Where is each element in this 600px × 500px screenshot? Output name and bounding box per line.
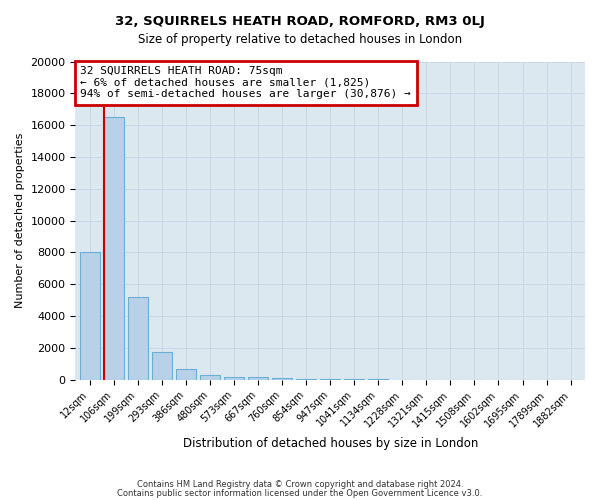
Bar [272, 378, 292, 380]
Bar [296, 379, 316, 380]
Bar [128, 297, 148, 380]
Text: 32 SQUIRRELS HEATH ROAD: 75sqm
← 6% of detached houses are smaller (1,825)
94% o: 32 SQUIRRELS HEATH ROAD: 75sqm ← 6% of d… [80, 66, 411, 100]
X-axis label: Distribution of detached houses by size in London: Distribution of detached houses by size … [182, 437, 478, 450]
Bar [224, 376, 244, 380]
Text: Contains public sector information licensed under the Open Government Licence v3: Contains public sector information licen… [118, 488, 482, 498]
Text: 32, SQUIRRELS HEATH ROAD, ROMFORD, RM3 0LJ: 32, SQUIRRELS HEATH ROAD, ROMFORD, RM3 0… [115, 15, 485, 28]
Bar [200, 375, 220, 380]
Y-axis label: Number of detached properties: Number of detached properties [15, 133, 25, 308]
Text: Contains HM Land Registry data © Crown copyright and database right 2024.: Contains HM Land Registry data © Crown c… [137, 480, 463, 489]
Bar [152, 352, 172, 380]
Bar [104, 117, 124, 380]
Bar [80, 252, 100, 380]
Bar [248, 378, 268, 380]
Text: Size of property relative to detached houses in London: Size of property relative to detached ho… [138, 32, 462, 46]
Bar [176, 368, 196, 380]
